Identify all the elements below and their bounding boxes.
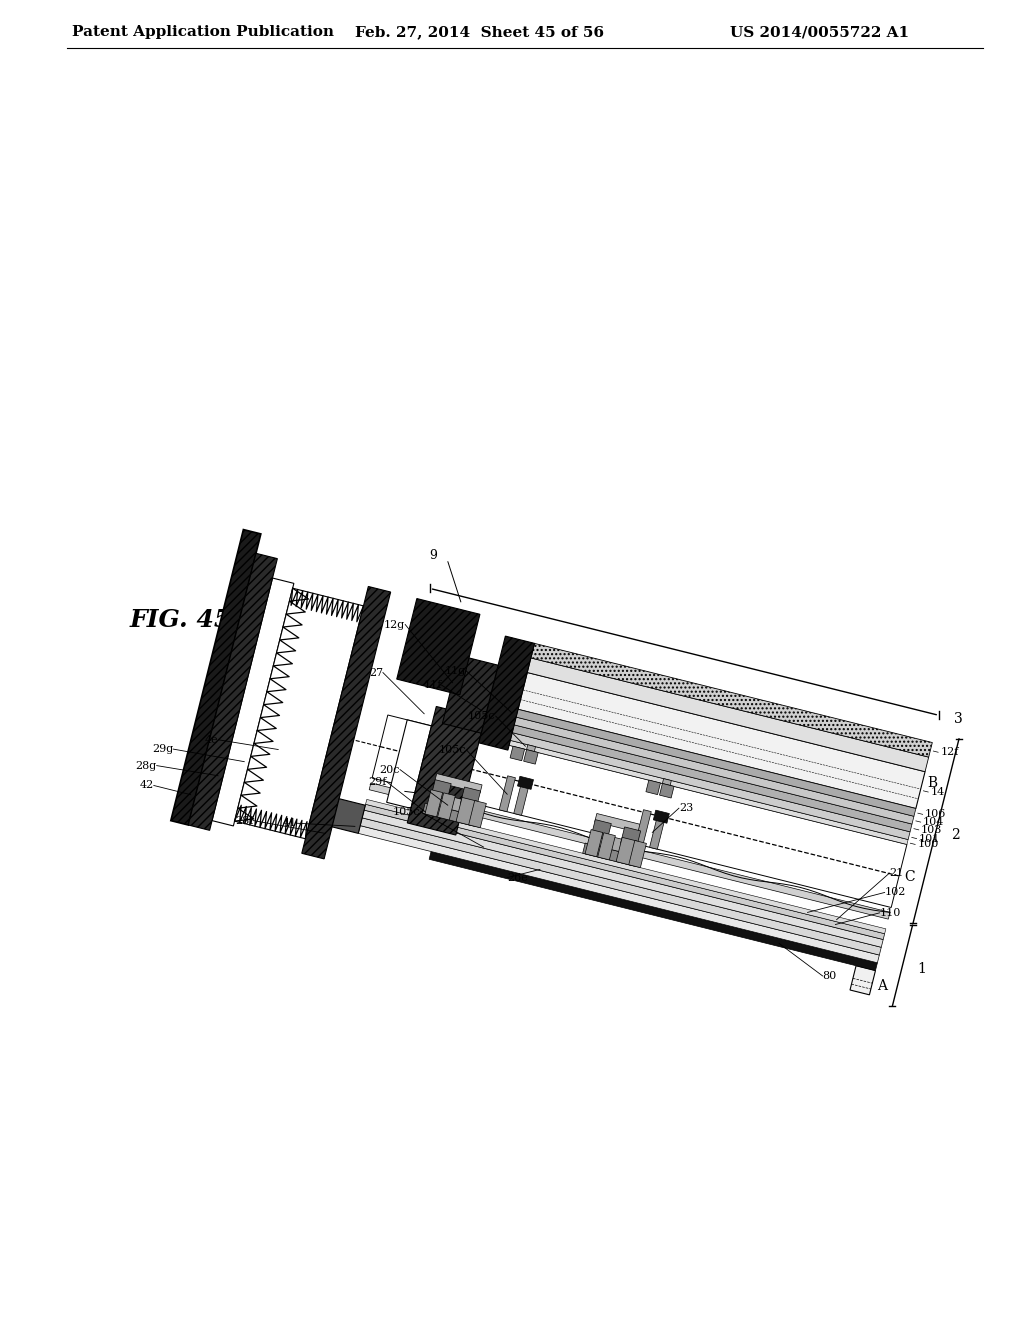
Polygon shape — [429, 792, 477, 816]
Polygon shape — [188, 553, 278, 830]
Polygon shape — [512, 725, 912, 832]
Polygon shape — [434, 774, 482, 793]
Polygon shape — [372, 715, 907, 908]
Polygon shape — [425, 789, 442, 817]
Polygon shape — [510, 733, 910, 840]
Polygon shape — [442, 656, 498, 733]
Polygon shape — [437, 793, 456, 820]
Text: 106: 106 — [925, 809, 946, 820]
Text: 26e: 26e — [507, 873, 527, 883]
Text: Patent Application Publication: Patent Application Publication — [72, 25, 334, 40]
Polygon shape — [429, 851, 878, 970]
Polygon shape — [526, 744, 536, 751]
Polygon shape — [370, 783, 890, 919]
Text: 28f: 28f — [234, 816, 253, 825]
Text: 11g: 11g — [444, 665, 466, 676]
Polygon shape — [635, 809, 651, 846]
Polygon shape — [629, 841, 646, 867]
Text: 11f: 11f — [423, 680, 441, 690]
Polygon shape — [595, 813, 642, 833]
Polygon shape — [387, 719, 431, 808]
Text: 80: 80 — [822, 972, 837, 981]
Text: 3: 3 — [953, 711, 963, 726]
Polygon shape — [431, 780, 452, 800]
Text: 27: 27 — [369, 668, 383, 677]
Polygon shape — [396, 598, 480, 694]
Polygon shape — [234, 589, 341, 833]
Polygon shape — [616, 837, 637, 865]
Text: 12f: 12f — [940, 747, 958, 758]
Polygon shape — [518, 672, 925, 809]
Polygon shape — [585, 829, 603, 857]
Polygon shape — [598, 833, 615, 859]
Text: US 2014/0055722 A1: US 2014/0055722 A1 — [730, 25, 909, 40]
Polygon shape — [850, 966, 876, 995]
Polygon shape — [360, 818, 882, 956]
Text: 1: 1 — [918, 962, 926, 975]
Polygon shape — [362, 810, 884, 948]
Text: 12g: 12g — [384, 619, 406, 630]
Polygon shape — [514, 779, 530, 816]
Polygon shape — [509, 741, 908, 845]
Text: 4e: 4e — [205, 735, 219, 744]
Polygon shape — [366, 800, 886, 933]
Polygon shape — [469, 800, 486, 828]
Text: 105c: 105c — [468, 711, 496, 721]
Polygon shape — [663, 779, 672, 785]
Polygon shape — [408, 706, 484, 836]
Polygon shape — [234, 589, 364, 838]
Text: 100: 100 — [918, 840, 939, 850]
Text: B: B — [928, 776, 938, 789]
Text: 110: 110 — [880, 908, 901, 917]
Polygon shape — [365, 804, 885, 940]
Polygon shape — [514, 717, 914, 824]
Text: 9: 9 — [429, 549, 437, 562]
Polygon shape — [523, 750, 539, 764]
Text: Feb. 27, 2014  Sheet 45 of 56: Feb. 27, 2014 Sheet 45 of 56 — [355, 25, 604, 40]
Polygon shape — [530, 643, 932, 758]
Polygon shape — [479, 636, 535, 750]
Polygon shape — [589, 832, 638, 855]
Polygon shape — [659, 784, 674, 799]
Text: C: C — [904, 870, 914, 884]
Text: A: A — [877, 979, 887, 994]
Polygon shape — [456, 797, 476, 825]
Text: FIG. 45: FIG. 45 — [130, 609, 232, 632]
Polygon shape — [461, 787, 480, 808]
Polygon shape — [653, 810, 670, 824]
Text: 28g: 28g — [135, 760, 157, 771]
Polygon shape — [423, 803, 478, 826]
Text: 104: 104 — [923, 817, 944, 828]
Text: 14: 14 — [930, 787, 944, 797]
Text: 29f: 29f — [369, 776, 387, 787]
Polygon shape — [527, 657, 929, 772]
Polygon shape — [649, 813, 666, 849]
Text: 105c: 105c — [393, 807, 421, 817]
Polygon shape — [646, 780, 660, 795]
Polygon shape — [591, 820, 611, 840]
Text: 101: 101 — [919, 834, 940, 843]
Polygon shape — [302, 586, 390, 859]
Text: 103: 103 — [921, 825, 942, 834]
Text: 23: 23 — [679, 803, 693, 813]
Polygon shape — [212, 578, 294, 826]
Polygon shape — [583, 843, 639, 866]
Text: 41: 41 — [283, 818, 297, 828]
Polygon shape — [510, 746, 524, 760]
Polygon shape — [517, 776, 534, 789]
Text: 2: 2 — [950, 828, 959, 842]
Polygon shape — [171, 529, 261, 825]
Text: 105c: 105c — [439, 744, 467, 755]
Polygon shape — [499, 776, 515, 812]
Text: 21: 21 — [890, 869, 904, 878]
Polygon shape — [621, 826, 641, 847]
Text: 42: 42 — [139, 780, 154, 791]
Text: 20c: 20c — [380, 764, 400, 775]
Polygon shape — [332, 799, 366, 833]
Polygon shape — [358, 825, 880, 962]
Polygon shape — [516, 709, 915, 816]
Text: 29g: 29g — [152, 744, 173, 754]
Text: 102: 102 — [885, 887, 906, 898]
